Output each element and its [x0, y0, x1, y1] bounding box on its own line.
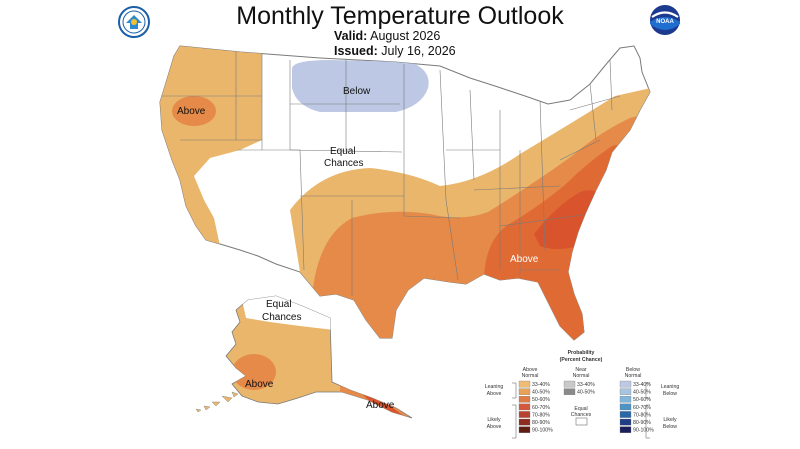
issued-label: Issued:	[334, 44, 378, 58]
legend-above-label: 50-60%	[532, 397, 550, 403]
legend-likely-below-2: Below	[663, 424, 677, 430]
legend-leaning-above-1: Leaning	[485, 384, 504, 390]
legend-title-2: (Percent Chance)	[560, 357, 603, 363]
label-alaska-equal-2: Chances	[262, 312, 301, 323]
label-panhandle-above: Above	[366, 400, 395, 411]
outlook-region-oregon-above	[172, 96, 216, 126]
label-alaska-above: Above	[245, 379, 274, 390]
legend-near-header-1: Near	[575, 367, 587, 373]
label-alaska-equal-1: Equal	[266, 299, 292, 310]
legend-below-label: 80-90%	[633, 420, 651, 426]
label-above-west: Above	[177, 106, 206, 117]
legend-above-label: 60-70%	[532, 405, 550, 411]
outlook-region-northern-plains-below	[291, 60, 429, 112]
legend-equal-swatch	[575, 417, 588, 426]
label-above-southeast: Above	[510, 254, 539, 265]
valid-date: Valid: August 2026	[334, 29, 440, 43]
probability-legend: Probability (Percent Chance) Above Norma…	[485, 350, 680, 439]
label-equal-chances-1: Equal	[330, 146, 356, 157]
legend-above-label: 70-80%	[532, 412, 550, 418]
legend-below-swatches: 33-40% 40-50%50-60% 60-70%70-80% 80-90% 90-1…	[619, 380, 654, 434]
legend-likely-above-1: Likely	[487, 417, 501, 423]
valid-value: August 2026	[370, 29, 441, 43]
legend-above-swatch	[518, 388, 531, 395]
noaa-logo-text: NOAA	[656, 19, 674, 25]
outlook-region-panhandle-above-core	[362, 394, 406, 418]
legend-below-swatch	[619, 418, 632, 426]
legend-near-label: 40-50%	[577, 390, 595, 396]
aleutian-islands	[195, 391, 239, 413]
legend-likely-above-2: Above	[487, 424, 502, 430]
outlook-region-alaska-above-40-50	[232, 354, 276, 390]
page-title: Monthly Temperature Outlook	[236, 2, 564, 30]
legend-above-label: 40-50%	[532, 390, 550, 396]
legend-above-label: 80-90%	[532, 420, 550, 426]
alaska-map	[195, 295, 413, 419]
issued-date: Issued: July 16, 2026	[334, 44, 456, 58]
legend-above-swatch	[518, 418, 531, 426]
legend-above-header-2: Normal	[522, 373, 539, 379]
legend-leaning-below-2: Below	[663, 391, 677, 397]
state-borders	[162, 46, 621, 296]
legend-near-swatch	[563, 388, 576, 395]
legend-below-label: 90-100%	[633, 428, 654, 434]
legend-near-header-2: Normal	[573, 373, 590, 379]
legend-above-swatch	[518, 426, 531, 433]
label-equal-chances-2: Chances	[324, 158, 363, 169]
legend-below-swatch	[619, 403, 632, 411]
legend-below-swatch	[619, 396, 632, 403]
legend-below-swatch	[619, 380, 632, 388]
legend-above-header-1: Above	[523, 367, 538, 373]
legend-below-swatch	[619, 388, 632, 395]
legend-below-label: 33-40%	[633, 382, 651, 388]
legend-above-label: 33-40%	[532, 382, 550, 388]
legend-leaning-above-2: Above	[487, 391, 502, 397]
issued-value: July 16, 2026	[381, 44, 456, 58]
legend-below-label: 70-80%	[633, 412, 651, 418]
legend-above-swatch	[518, 380, 531, 388]
legend-equal-label-2: Chances	[571, 412, 592, 418]
commerce-seal-icon	[118, 6, 150, 38]
legend-equal-label-1: Equal	[574, 406, 587, 412]
legend-above-label: 90-100%	[532, 428, 553, 434]
legend-leaning-below-1: Leaning	[661, 384, 680, 390]
legend-below-swatch	[619, 411, 632, 418]
legend-above-swatch	[518, 411, 531, 418]
legend-below-label: 60-70%	[633, 405, 651, 411]
legend-near-label: 33-40%	[577, 382, 595, 388]
legend-below-header-2: Normal	[625, 373, 642, 379]
legend-above-swatch	[518, 403, 531, 411]
legend-above-swatch	[518, 396, 531, 403]
label-below-north: Below	[343, 86, 371, 97]
legend-below-swatch	[619, 426, 632, 433]
legend-title-1: Probability	[568, 350, 595, 356]
legend-likely-below-1: Likely	[663, 417, 677, 423]
legend-near-swatches: 33-40% 40-50%	[563, 380, 595, 396]
legend-below-label: 40-50%	[633, 390, 651, 396]
legend-near-swatch	[563, 380, 576, 388]
valid-label: Valid:	[334, 29, 368, 43]
legend-below-header-1: Below	[626, 367, 640, 373]
noaa-logo-icon: NOAA	[650, 5, 680, 35]
legend-above-swatches: 33-40% 40-50%50-60% 60-70%70-80% 80-90% 90-1…	[518, 380, 553, 434]
legend-below-label: 50-60%	[633, 397, 651, 403]
